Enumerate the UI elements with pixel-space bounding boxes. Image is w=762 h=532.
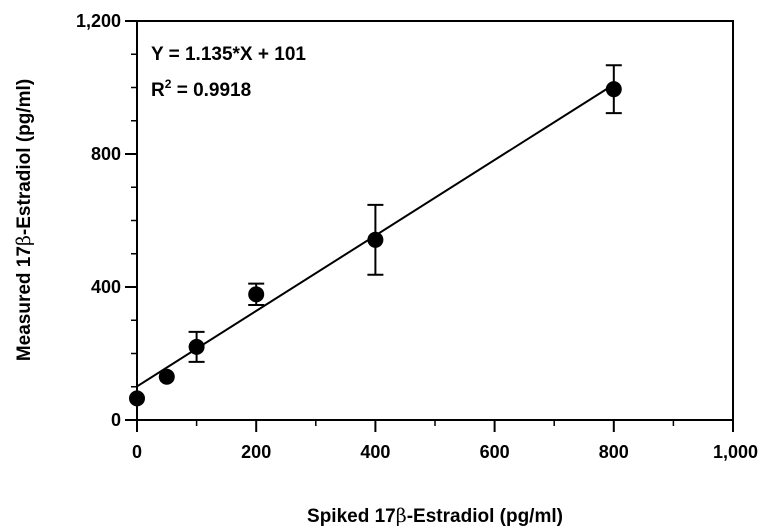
y-axis-title-greek: β bbox=[13, 235, 35, 246]
r-squared-annotation: R2 = 0.9918 bbox=[151, 77, 251, 101]
x-axis-title-prefix: Spiked 17 bbox=[307, 506, 396, 527]
annotation-block: Y = 1.135*X + 101 R2 = 0.9918 bbox=[151, 44, 306, 101]
x-tick-label: 1,000 bbox=[713, 442, 758, 462]
x-tick-label: 600 bbox=[480, 442, 510, 462]
y-axis-title-suffix: -Estradiol (pg/ml) bbox=[14, 79, 35, 235]
x-tick-label: 0 bbox=[132, 442, 142, 462]
r-squared-value: = 0.9918 bbox=[171, 80, 251, 101]
y-axis-title-prefix: Measured 17 bbox=[14, 246, 35, 361]
y-tick-label: 800 bbox=[91, 144, 121, 164]
data-point bbox=[248, 286, 265, 303]
data-points bbox=[129, 81, 622, 407]
x-axis-title: Spiked 17β-Estradiol (pg/ml) bbox=[307, 505, 563, 527]
data-point bbox=[188, 338, 205, 355]
data-point bbox=[367, 231, 384, 248]
x-tick-label: 800 bbox=[599, 442, 629, 462]
r-squared-superscript: 2 bbox=[165, 77, 172, 91]
data-point bbox=[129, 390, 145, 407]
y-axis-title: Measured 17β-Estradiol (pg/ml) bbox=[13, 79, 35, 361]
x-axis-title-greek: β bbox=[396, 505, 407, 527]
data-point bbox=[158, 368, 175, 385]
r-squared-prefix: R bbox=[151, 80, 165, 101]
x-axis-title-suffix: -Estradiol (pg/ml) bbox=[407, 506, 563, 527]
y-tick-label: 400 bbox=[91, 277, 121, 297]
x-tick-label: 400 bbox=[360, 442, 390, 462]
equation-annotation: Y = 1.135*X + 101 bbox=[151, 44, 306, 65]
x-axis-tick-labels: 0 200 400 600 800 1,000 bbox=[132, 442, 758, 462]
y-tick-label: 1,200 bbox=[76, 11, 121, 31]
data-point bbox=[605, 81, 622, 98]
y-axis-tick-labels: 0 400 800 1,200 bbox=[76, 11, 121, 430]
x-tick-label: 200 bbox=[241, 442, 271, 462]
y-axis-ticks bbox=[125, 20, 137, 421]
x-axis-ticks bbox=[136, 420, 734, 432]
y-tick-label: 0 bbox=[111, 410, 121, 430]
